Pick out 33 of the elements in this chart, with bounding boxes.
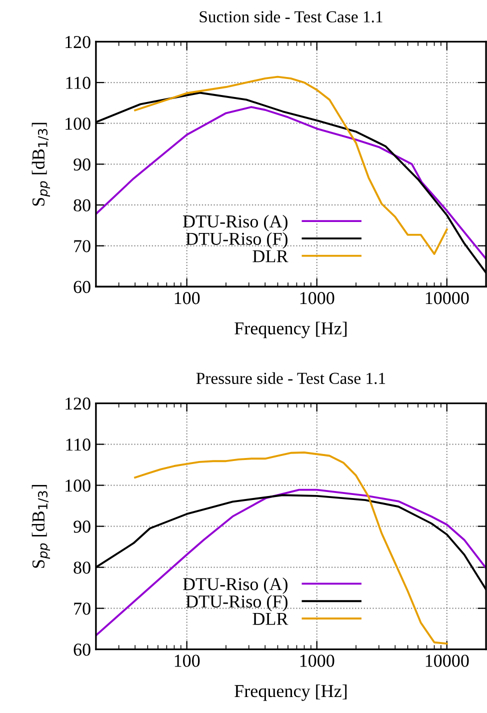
x-tick-label: 10000 — [426, 292, 469, 304]
legend-label: DTU-Riso (A) — [182, 578, 288, 594]
x-tick-label: 100 — [174, 292, 200, 304]
y-axis-title: S$_{pp}$ [dB$_{1/3}$] — [32, 484, 50, 568]
y-tick-label: 110 — [66, 76, 90, 89]
y-tick-label: 100 — [66, 118, 90, 130]
x-tick-label: 10000 — [426, 654, 469, 667]
y-tick-label: 120 — [66, 398, 90, 410]
y-tick-label: 80 — [74, 199, 90, 212]
y-tick-label: 110 — [66, 438, 90, 451]
chart-title: Pressure side - Test Case 1.1 — [196, 372, 386, 384]
y-tick-label: 60 — [74, 644, 90, 656]
legend-label: DTU-Riso (A) — [182, 214, 288, 232]
x-axis-title: Frequency [Hz] — [234, 322, 347, 338]
y-tick-label: 80 — [74, 562, 90, 574]
y-tick-label: 70 — [74, 602, 90, 615]
legend-label: DTU-Riso (F) — [186, 232, 288, 249]
y-tick-label: 100 — [66, 480, 90, 492]
x-tick-label: 1000 — [300, 654, 334, 667]
legend-label: DLR — [252, 612, 288, 625]
y-axis-title: S$_{pp}$ [dB$_{1/3}$] — [32, 122, 50, 206]
y-tick-label: 90 — [74, 158, 90, 171]
legend-label: DTU-Riso (F) — [186, 594, 288, 612]
y-tick-label: 90 — [74, 520, 90, 533]
x-axis-title: Frequency [Hz] — [234, 684, 347, 701]
y-tick-label: 120 — [66, 36, 90, 48]
chart-title: Suction side - Test Case 1.1 — [200, 10, 382, 23]
y-tick-label: 60 — [74, 280, 90, 294]
y-tick-label: 70 — [74, 240, 90, 252]
x-tick-label: 100 — [174, 654, 200, 667]
x-tick-label: 1000 — [300, 292, 334, 304]
legend-label: DLR — [252, 250, 288, 262]
line-series — [134, 452, 448, 645]
